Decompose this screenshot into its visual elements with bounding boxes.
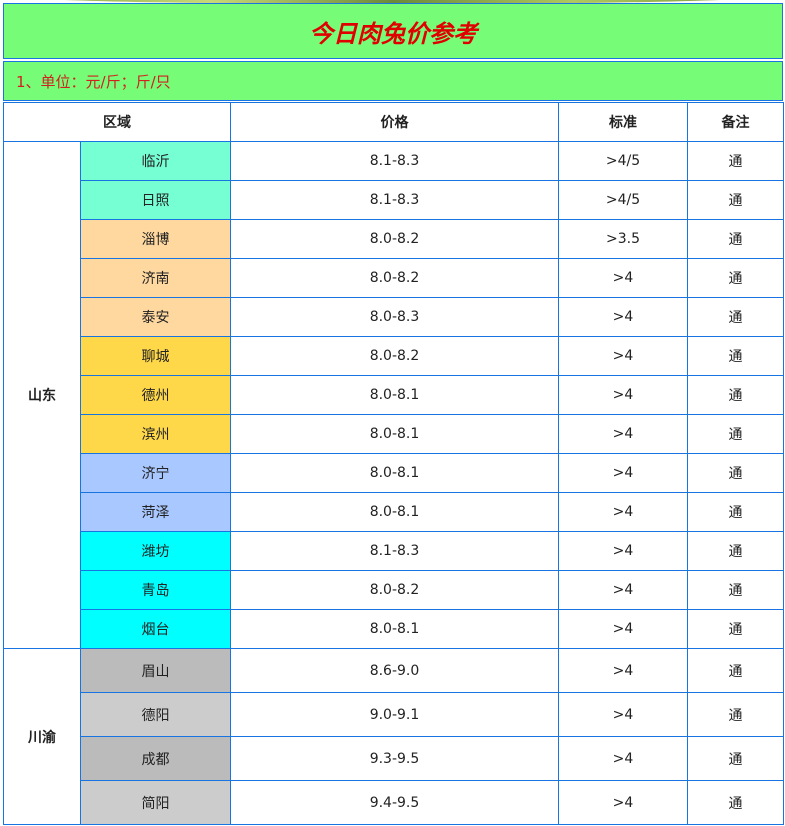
remark-cell: 通	[687, 780, 784, 825]
table-row: 泰安 8.0-8.3 >4 通	[4, 297, 784, 337]
table-header: 区域 价格 标准 备注	[3, 102, 784, 142]
remark-cell: 通	[687, 609, 784, 649]
table-row: 成都 9.3-9.5 >4 通	[4, 736, 784, 781]
price-cell: 8.0-8.2	[230, 258, 559, 298]
city-cell: 德阳	[80, 692, 231, 737]
table-row: 烟台 8.0-8.1 >4 通	[4, 609, 784, 649]
standard-cell: >4	[558, 648, 688, 693]
city-cell: 眉山	[80, 648, 231, 693]
remark-cell: 通	[687, 297, 784, 337]
remark-cell: 通	[687, 375, 784, 415]
price-cell: 8.1-8.3	[230, 180, 559, 220]
city-cell: 济宁	[80, 453, 231, 493]
city-cell: 聊城	[80, 336, 231, 376]
remark-cell: 通	[687, 531, 784, 571]
standard-cell: >4	[558, 492, 688, 532]
banner-image	[30, 0, 755, 4]
table-row: 青岛 8.0-8.2 >4 通	[4, 570, 784, 610]
table-row: 淄博 8.0-8.2 >3.5 通	[4, 219, 784, 259]
price-cell: 8.6-9.0	[230, 648, 559, 693]
header-remark: 备注	[687, 102, 784, 142]
header-standard: 标准	[558, 102, 688, 142]
standard-cell: >4	[558, 453, 688, 493]
remark-cell: 通	[687, 453, 784, 493]
standard-cell: >4	[558, 570, 688, 610]
table-row: 潍坊 8.1-8.3 >4 通	[4, 531, 784, 571]
city-cell: 德州	[80, 375, 231, 415]
remark-cell: 通	[687, 648, 784, 693]
table-row: 德州 8.0-8.1 >4 通	[4, 375, 784, 415]
price-cell: 8.0-8.1	[230, 414, 559, 454]
price-cell: 9.4-9.5	[230, 780, 559, 825]
city-cell: 简阳	[80, 780, 231, 825]
city-cell: 滨州	[80, 414, 231, 454]
price-cell: 8.0-8.3	[230, 297, 559, 337]
price-panel: 今日肉兔价参考 1、单位：元/斤；斤/只 区域 价格 标准 备注 山东 临沂 8.1…	[3, 3, 784, 825]
standard-cell: >4	[558, 736, 688, 781]
standard-cell: >4	[558, 609, 688, 649]
city-cell: 济南	[80, 258, 231, 298]
page-title: 今日肉兔价参考	[3, 3, 783, 59]
region-cell: 川渝	[3, 648, 81, 825]
price-cell: 8.0-8.1	[230, 453, 559, 493]
price-cell: 8.0-8.2	[230, 219, 559, 259]
price-cell: 8.0-8.1	[230, 609, 559, 649]
price-table: 区域 价格 标准 备注 山东 临沂 8.1-8.3 >4/5 通日照 8.1-8.3 >4/…	[3, 102, 784, 825]
table-row: 聊城 8.0-8.2 >4 通	[4, 336, 784, 376]
standard-cell: >4	[558, 336, 688, 376]
remark-cell: 通	[687, 736, 784, 781]
table-row: 日照 8.1-8.3 >4/5 通	[4, 180, 784, 220]
remark-cell: 通	[687, 692, 784, 737]
city-cell: 临沂	[80, 141, 231, 181]
table-row: 简阳 9.4-9.5 >4 通	[4, 780, 784, 825]
city-cell: 日照	[80, 180, 231, 220]
header-region: 区域	[3, 102, 231, 142]
unit-note: 1、单位：元/斤；斤/只	[3, 61, 783, 101]
standard-cell: >4	[558, 258, 688, 298]
city-cell: 成都	[80, 736, 231, 781]
remark-cell: 通	[687, 258, 784, 298]
price-cell: 8.0-8.1	[230, 492, 559, 532]
city-cell: 青岛	[80, 570, 231, 610]
standard-cell: >4/5	[558, 180, 688, 220]
price-cell: 8.1-8.3	[230, 531, 559, 571]
remark-cell: 通	[687, 336, 784, 376]
remark-cell: 通	[687, 492, 784, 532]
table-row: 滨州 8.0-8.1 >4 通	[4, 414, 784, 454]
city-cell: 菏泽	[80, 492, 231, 532]
table-row: 山东 临沂 8.1-8.3 >4/5 通	[3, 141, 784, 649]
region-cell: 山东	[3, 141, 81, 649]
standard-cell: >4	[558, 414, 688, 454]
remark-cell: 通	[687, 414, 784, 454]
price-cell: 8.1-8.3	[230, 141, 559, 181]
city-cell: 泰安	[80, 297, 231, 337]
price-cell: 9.3-9.5	[230, 736, 559, 781]
table-row: 菏泽 8.0-8.1 >4 通	[4, 492, 784, 532]
standard-cell: >4/5	[558, 141, 688, 181]
standard-cell: >4	[558, 531, 688, 571]
remark-cell: 通	[687, 180, 784, 220]
remark-cell: 通	[687, 570, 784, 610]
city-cell: 烟台	[80, 609, 231, 649]
standard-cell: >4	[558, 297, 688, 337]
standard-cell: >3.5	[558, 219, 688, 259]
standard-cell: >4	[558, 780, 688, 825]
table-row: 济宁 8.0-8.1 >4 通	[4, 453, 784, 493]
price-cell: 8.0-8.1	[230, 375, 559, 415]
standard-cell: >4	[558, 375, 688, 415]
remark-cell: 通	[687, 141, 784, 181]
remark-cell: 通	[687, 219, 784, 259]
price-cell: 9.0-9.1	[230, 692, 559, 737]
city-cell: 淄博	[80, 219, 231, 259]
price-cell: 8.0-8.2	[230, 336, 559, 376]
table-row: 济南 8.0-8.2 >4 通	[4, 258, 784, 298]
standard-cell: >4	[558, 692, 688, 737]
table-row: 川渝 眉山 8.6-9.0 >4 通	[3, 648, 784, 825]
table-row: 德阳 9.0-9.1 >4 通	[4, 692, 784, 737]
price-cell: 8.0-8.2	[230, 570, 559, 610]
city-cell: 潍坊	[80, 531, 231, 571]
header-price: 价格	[230, 102, 559, 142]
